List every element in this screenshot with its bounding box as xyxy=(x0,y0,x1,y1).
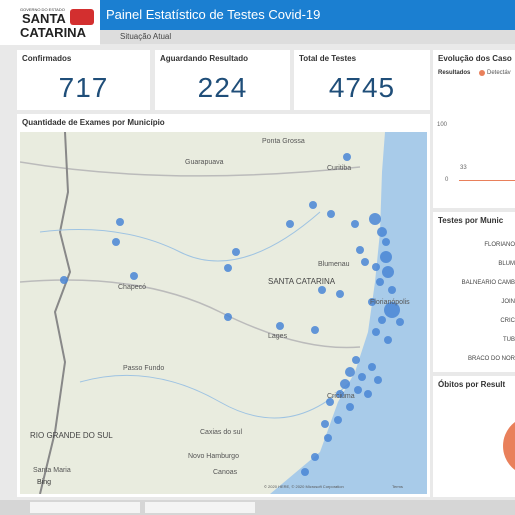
tab[interactable] xyxy=(30,502,140,513)
logo-flag xyxy=(70,9,94,25)
map-label: Ponta Grossa xyxy=(262,138,305,145)
panel-title: Testes por Munic xyxy=(438,216,504,225)
card-label: Total de Testes xyxy=(299,54,357,63)
map-label: RIO GRANDE DO SUL xyxy=(30,431,113,440)
map-title: Quantidade de Exames por Município xyxy=(22,118,165,127)
card: Aguardando Resultado 224 xyxy=(155,50,290,110)
map-label: Criciúma xyxy=(327,393,355,400)
y-tick-label: 100 xyxy=(437,122,448,128)
panel-title: Óbitos por Result xyxy=(438,380,506,389)
title: Painel Estatístico de Testes Covid-19 xyxy=(106,7,321,22)
map[interactable]: Ponta Grossa Guarapuava Curitiba Blumena… xyxy=(20,132,427,494)
logo-line: CATARINA xyxy=(20,25,86,40)
card: Confirmados 717 xyxy=(17,50,150,110)
map-label: Curitiba xyxy=(327,165,351,172)
map-label: Canoas xyxy=(213,469,238,476)
logo: GOVERNO DO ESTADO SANTA CATARINA xyxy=(0,0,100,45)
legend-title: Resultados xyxy=(438,70,471,76)
attribution: © 2020 HERE, © 2020 Microsoft Corporatio… xyxy=(264,484,344,489)
row-label: BLUM xyxy=(498,261,515,267)
logo-line: SANTA xyxy=(22,11,66,26)
map-label: Caxias do sul xyxy=(200,429,242,436)
municipios-panel: Testes por Munic FLORIANO BLUM BALNEARIO… xyxy=(433,212,515,372)
map-label: Chapecó xyxy=(118,284,146,291)
map-label: Florianópolis xyxy=(370,299,410,306)
map-label: Novo Hamburgo xyxy=(188,453,239,460)
row-label: BALNEARIO CAMB xyxy=(461,280,515,286)
tab-bar xyxy=(0,500,515,515)
bing-logo: Bing xyxy=(37,479,51,486)
logo-top: GOVERNO DO ESTADO xyxy=(20,7,65,12)
line xyxy=(459,180,515,181)
card-value: 4745 xyxy=(328,72,396,103)
row-label: JOIN xyxy=(501,299,515,305)
point-label: 33 xyxy=(460,165,467,171)
pie xyxy=(503,416,515,476)
card-value: 224 xyxy=(197,72,248,103)
subtitle: Situação Atual xyxy=(120,32,172,41)
legend-swatch xyxy=(479,70,485,76)
bar-labels: FLORIANO BLUM BALNEARIO CAMB JOIN CRIC T… xyxy=(462,236,515,369)
card-value: 717 xyxy=(58,72,109,103)
terms[interactable]: Terms xyxy=(392,484,403,489)
row-label: CRIC xyxy=(500,318,515,324)
card-label: Aguardando Resultado xyxy=(160,54,249,63)
card: Total de Testes 4745 xyxy=(294,50,430,110)
map-label: Santa Maria xyxy=(33,467,71,474)
panel-title: Evolução dos Caso xyxy=(438,54,512,63)
map-label: Lages xyxy=(268,333,288,340)
map-label: Blumenau xyxy=(318,261,350,268)
map-panel: Quantidade de Exames por Município Ponta… xyxy=(17,114,430,497)
subtitle-bar: Situação Atual xyxy=(100,30,515,44)
row-label: BRACO DO NOR xyxy=(467,356,515,362)
card-label: Confirmados xyxy=(22,54,72,63)
obitos-panel: Óbitos por Result xyxy=(433,376,515,497)
map-label: Passo Fundo xyxy=(123,365,164,372)
evolution-panel: Evolução dos Caso Resultados Detectáv 10… xyxy=(433,50,515,208)
row-label: TUB xyxy=(503,337,515,343)
map-label: SANTA CATARINA xyxy=(268,277,336,286)
legend-item: Detectáv xyxy=(487,70,511,76)
title-bar: Painel Estatístico de Testes Covid-19 xyxy=(100,0,515,30)
row-label: FLORIANO xyxy=(484,242,515,248)
map-label: Guarapuava xyxy=(185,159,224,166)
y-tick-label: 0 xyxy=(445,177,449,183)
tab[interactable] xyxy=(145,502,255,513)
